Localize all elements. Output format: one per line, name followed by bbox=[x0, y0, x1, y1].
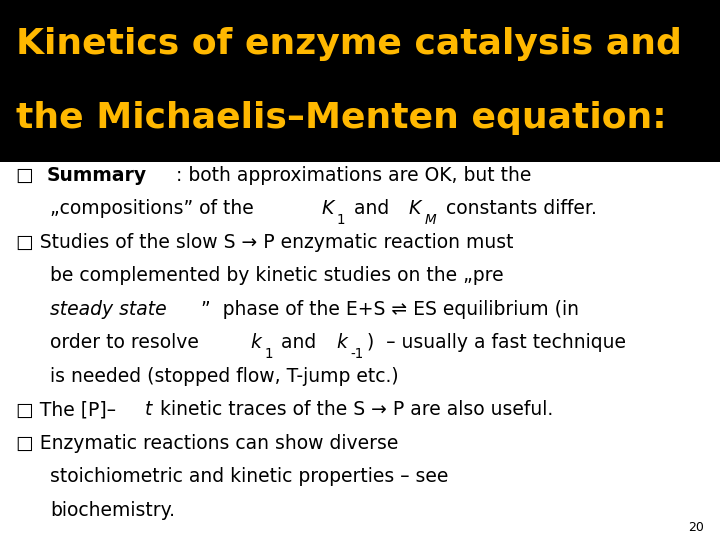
Text: 1: 1 bbox=[264, 347, 273, 361]
Text: be complemented by kinetic studies on the „pre: be complemented by kinetic studies on th… bbox=[50, 266, 504, 285]
Text: )  – usually a fast technique: ) – usually a fast technique bbox=[367, 333, 626, 352]
Bar bbox=[0, 0, 720, 162]
Text: -1: -1 bbox=[350, 347, 364, 361]
Text: ”  phase of the E+S ⇌ ES equilibrium (in: ” phase of the E+S ⇌ ES equilibrium (in bbox=[201, 300, 579, 319]
Text: kinetic traces of the S → P are also useful.: kinetic traces of the S → P are also use… bbox=[154, 400, 554, 419]
Text: 1: 1 bbox=[337, 213, 346, 227]
Text: k: k bbox=[251, 333, 261, 352]
Text: K: K bbox=[321, 199, 333, 218]
Text: stoichiometric and kinetic properties – see: stoichiometric and kinetic properties – … bbox=[50, 467, 449, 486]
Text: M: M bbox=[425, 213, 436, 227]
Text: and: and bbox=[348, 199, 395, 218]
Text: □ Enzymatic reactions can show diverse: □ Enzymatic reactions can show diverse bbox=[16, 434, 398, 453]
Text: □: □ bbox=[16, 166, 40, 185]
Text: Summary: Summary bbox=[47, 166, 147, 185]
Text: the Michaelis–Menten equation:: the Michaelis–Menten equation: bbox=[16, 102, 667, 135]
Text: Kinetics of enzyme catalysis and: Kinetics of enzyme catalysis and bbox=[16, 27, 682, 60]
Text: steady state: steady state bbox=[50, 300, 167, 319]
Text: □ Studies of the slow S → P enzymatic reaction must: □ Studies of the slow S → P enzymatic re… bbox=[16, 233, 513, 252]
Text: : both approximations are OK, but the: : both approximations are OK, but the bbox=[176, 166, 531, 185]
Text: is needed (stopped flow, T-jump etc.): is needed (stopped flow, T-jump etc.) bbox=[50, 367, 399, 386]
Text: constants differ.: constants differ. bbox=[440, 199, 596, 218]
Text: □ The [P]–: □ The [P]– bbox=[16, 400, 116, 419]
Text: and: and bbox=[275, 333, 323, 352]
Text: t: t bbox=[145, 400, 152, 419]
Text: „compositions” of the: „compositions” of the bbox=[50, 199, 260, 218]
Text: 20: 20 bbox=[688, 521, 704, 534]
Text: biochemistry.: biochemistry. bbox=[50, 501, 176, 519]
Text: K: K bbox=[409, 199, 421, 218]
Text: order to resolve: order to resolve bbox=[50, 333, 205, 352]
Text: k: k bbox=[336, 333, 347, 352]
